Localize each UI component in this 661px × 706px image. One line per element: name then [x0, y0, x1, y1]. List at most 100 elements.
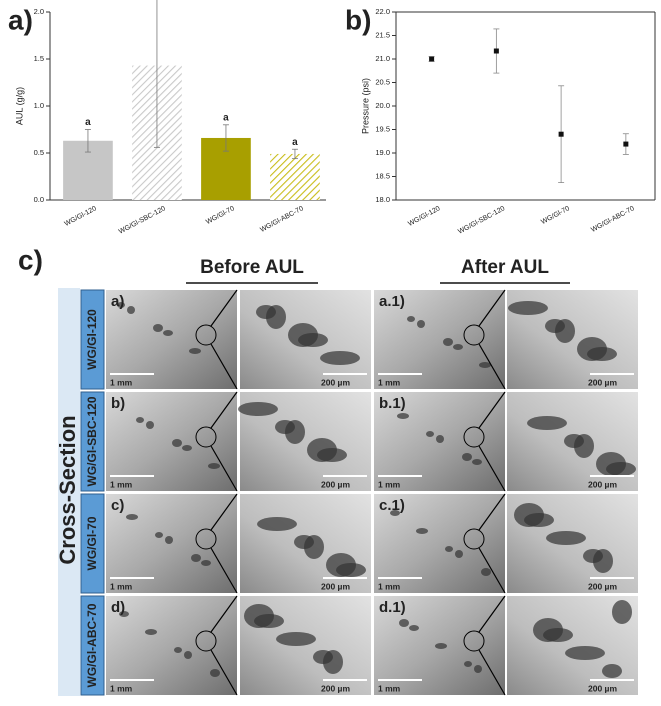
- row-label: WG/Gl-SBC-120: [85, 396, 99, 486]
- pore: [479, 362, 491, 368]
- pore: [191, 554, 201, 562]
- side-band: [58, 288, 80, 696]
- zoom-line: [478, 289, 506, 327]
- pore: [153, 324, 163, 332]
- zoom-line: [478, 649, 506, 696]
- pore: [390, 510, 400, 516]
- pore: [155, 532, 163, 538]
- pore: [210, 669, 220, 677]
- pore: [397, 413, 409, 419]
- zoom-line: [478, 547, 506, 594]
- panel-tag: d.1): [379, 599, 406, 616]
- y-tick-label: 22.0: [375, 7, 390, 16]
- zoom-circle: [195, 630, 217, 652]
- pore: [119, 611, 129, 617]
- zoom-line: [478, 493, 506, 531]
- zoom-line: [210, 445, 238, 492]
- scale-label: 200 µm: [588, 683, 617, 693]
- pore: [165, 536, 173, 544]
- scale-label: 1 mm: [110, 377, 133, 387]
- y-tick-label: 0.0: [34, 195, 44, 204]
- pore: [587, 347, 617, 361]
- y-axis-title: Pressure (psi): [360, 78, 370, 134]
- pore: [146, 421, 154, 429]
- zoom-line: [478, 595, 506, 633]
- scale-label: 200 µm: [588, 581, 617, 591]
- pore: [189, 348, 201, 354]
- pore: [163, 330, 173, 336]
- pore: [208, 463, 220, 469]
- pore: [606, 462, 636, 476]
- scale-label: 200 µm: [321, 377, 350, 387]
- pore: [416, 528, 428, 534]
- row-label-box: [80, 289, 105, 390]
- row-label: WG/Gl-ABC-70: [85, 603, 99, 687]
- pore: [182, 445, 192, 451]
- zoom-line: [478, 391, 506, 429]
- row-label: WG/Gl-120: [85, 309, 99, 370]
- scale-label: 1 mm: [378, 581, 401, 591]
- column-title: Before AUL: [200, 257, 304, 278]
- panel-tag: c.1): [379, 497, 405, 514]
- x-tick-label: WG/Gl-70: [205, 205, 236, 226]
- pore: [201, 560, 211, 566]
- y-tick-label: 1.0: [34, 101, 44, 110]
- y-tick-label: 21.0: [375, 54, 390, 63]
- y-tick-label: 18.0: [375, 195, 390, 204]
- pore: [127, 306, 135, 314]
- scale-label: 1 mm: [378, 377, 401, 387]
- pore: [117, 302, 125, 308]
- scale-label: 200 µm: [588, 479, 617, 489]
- pore: [474, 665, 482, 673]
- pore: [323, 650, 343, 674]
- pore: [399, 619, 409, 627]
- side-label: Cross-Section: [55, 415, 80, 564]
- row-label-box: [80, 595, 105, 696]
- pore: [276, 632, 316, 646]
- zoom-circle: [463, 324, 485, 346]
- scale-label: 1 mm: [110, 479, 133, 489]
- x-tick-label: WG/Gl-ABC-70: [259, 205, 305, 234]
- error-bar: [222, 124, 229, 152]
- zoom-line: [478, 445, 506, 492]
- zoom-line: [210, 289, 238, 327]
- zoom-circle: [463, 630, 485, 652]
- pore: [546, 531, 586, 545]
- x-tick-label: WG/Gl-SBC-120: [457, 205, 506, 236]
- pore: [407, 316, 415, 322]
- pore: [462, 453, 472, 461]
- panel-tag: a.1): [379, 293, 405, 310]
- bar: [270, 153, 320, 200]
- pore: [174, 647, 182, 653]
- zoom-line: [210, 493, 238, 531]
- pore: [435, 643, 447, 649]
- pore: [426, 431, 434, 437]
- y-tick-label: 18.5: [375, 171, 390, 180]
- pore: [612, 600, 632, 624]
- zoom-circle: [463, 528, 485, 550]
- scale-label: 200 µm: [321, 683, 350, 693]
- row-label-box: [80, 391, 105, 492]
- pore: [336, 563, 366, 577]
- zoom-line: [210, 391, 238, 429]
- x-tick-label: WG/Gl-ABC-70: [590, 205, 636, 234]
- significance-letter: a: [292, 137, 298, 148]
- pore: [508, 301, 548, 315]
- point: [429, 56, 435, 62]
- panel-label: a): [8, 4, 33, 35]
- pore: [481, 568, 491, 576]
- pore: [298, 333, 328, 347]
- pore: [524, 513, 554, 527]
- pore: [145, 629, 157, 635]
- pore: [443, 338, 453, 346]
- pore: [593, 549, 613, 573]
- pore: [266, 305, 286, 329]
- pore: [136, 417, 144, 423]
- pore: [409, 625, 419, 631]
- pore: [126, 514, 138, 520]
- pore: [445, 546, 453, 552]
- pore: [436, 435, 444, 443]
- panel-tag: b): [111, 395, 125, 412]
